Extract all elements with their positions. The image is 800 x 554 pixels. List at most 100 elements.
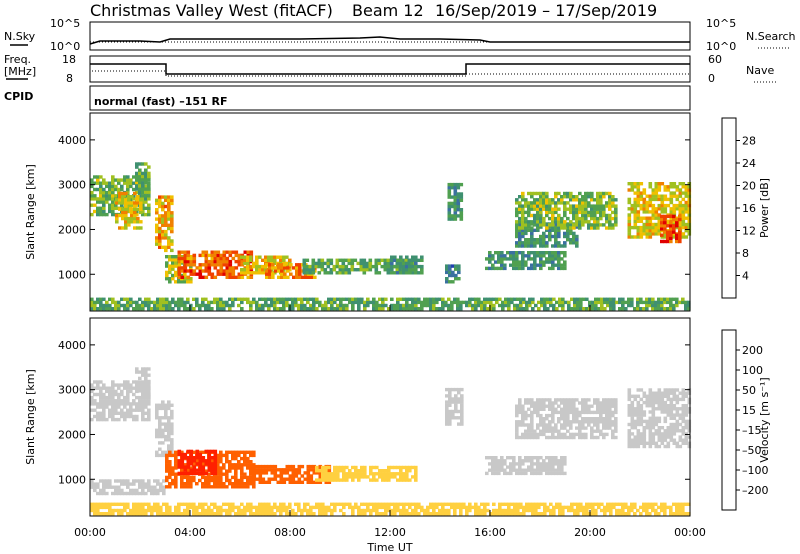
heatmap-cell <box>111 212 115 217</box>
heatmap-cell <box>521 231 525 236</box>
heatmap-cell <box>141 502 145 506</box>
heatmap-cell <box>164 416 168 420</box>
heatmap-cell <box>500 263 504 267</box>
heatmap-cell <box>183 471 188 476</box>
heatmap-cell <box>144 379 148 384</box>
heatmap-cell <box>417 502 421 506</box>
heatmap-cell <box>318 464 323 469</box>
heatmap-cell <box>271 263 275 267</box>
heatmap-cell <box>240 268 244 272</box>
heatmap-cell <box>138 184 142 188</box>
heatmap-cell <box>593 216 597 221</box>
heatmap-cell <box>360 508 364 513</box>
heatmap-cell <box>611 195 615 199</box>
heatmap-cell <box>240 482 244 486</box>
heatmap-cell <box>123 303 127 308</box>
beam-title: Beam 12 <box>352 1 424 20</box>
heatmap-cell <box>521 404 525 408</box>
heatmap-cell <box>261 505 265 510</box>
heatmap-cell <box>608 413 612 418</box>
heatmap-cell <box>530 420 534 424</box>
heatmap-cell <box>602 195 606 199</box>
heatmap-cell <box>654 194 659 198</box>
heatmap-cell <box>530 410 534 415</box>
heatmap-cell <box>536 238 540 242</box>
heatmap-cell <box>153 505 157 510</box>
heatmap-cell <box>255 307 259 311</box>
heatmap-cell <box>669 422 674 427</box>
heatmap-cell <box>642 429 647 433</box>
heatmap-cell <box>657 232 662 236</box>
heatmap-cell <box>494 251 498 255</box>
heatmap-cell <box>265 275 269 279</box>
heatmap-cell <box>600 300 604 305</box>
heatmap-cell <box>441 502 445 506</box>
heatmap-cell <box>684 303 688 308</box>
heatmap-cell <box>276 297 280 301</box>
heatmap-cell <box>451 280 455 284</box>
heatmap-cell <box>585 512 589 516</box>
heatmap-cell <box>551 404 555 408</box>
heatmap-cell <box>118 201 122 205</box>
heatmap-cell <box>174 258 178 262</box>
heatmap-cell <box>666 432 671 436</box>
heatmap-cell <box>451 400 455 404</box>
heatmap-cell <box>150 307 154 311</box>
heatmap-cell <box>291 464 296 469</box>
heatmap-cell <box>642 410 647 414</box>
heatmap-cell <box>459 512 463 516</box>
heatmap-cell <box>563 263 567 267</box>
heatmap-cell <box>633 502 637 506</box>
heatmap-cell <box>459 211 464 215</box>
heatmap-cell <box>636 413 641 417</box>
heatmap-cell <box>225 469 229 473</box>
heatmap-cell <box>555 307 559 311</box>
heatmap-cell <box>231 466 235 470</box>
heatmap-cell <box>627 232 632 236</box>
heatmap-cell <box>453 198 458 202</box>
heatmap-cell <box>474 303 478 308</box>
heatmap-cell <box>684 407 689 411</box>
heatmap-cell <box>90 190 94 195</box>
heatmap-cell <box>177 465 182 469</box>
heatmap-cell <box>687 303 691 308</box>
heatmap-cell <box>542 195 546 199</box>
heatmap-cell <box>198 456 203 460</box>
heatmap-cell <box>660 435 665 439</box>
power-heatmap <box>90 162 692 311</box>
heatmap-cell <box>657 438 662 442</box>
heatmap-cell <box>663 221 667 225</box>
heatmap-cell <box>240 512 244 516</box>
heatmap-cell <box>596 401 600 405</box>
heatmap-cell <box>453 502 457 506</box>
heatmap-cell <box>612 303 616 308</box>
heatmap-cell <box>183 303 187 308</box>
heatmap-cell <box>369 478 373 482</box>
heatmap-cell <box>579 307 583 311</box>
heatmap-cell <box>96 300 100 305</box>
heatmap-cell <box>654 207 659 211</box>
heatmap-cell <box>111 206 115 210</box>
heatmap-cell <box>633 413 638 417</box>
heatmap-cell <box>584 213 588 218</box>
heatmap-cell <box>130 213 134 218</box>
heatmap-cell <box>590 223 594 227</box>
heatmap-cell <box>164 229 168 234</box>
heatmap-cell <box>130 207 134 211</box>
heatmap-cell <box>102 197 106 201</box>
heatmap-cell <box>99 200 103 204</box>
heatmap-cell <box>222 250 227 254</box>
heatmap-cell <box>533 204 537 208</box>
heatmap-cell <box>672 512 676 516</box>
heatmap-cell <box>503 468 507 472</box>
heatmap-cell <box>246 258 250 262</box>
heatmap-cell <box>306 474 311 478</box>
heatmap-cell <box>162 297 166 301</box>
heatmap-cell <box>399 475 403 479</box>
heatmap-cell <box>228 272 233 276</box>
heatmap-cell <box>177 266 182 270</box>
heatmap-cell <box>375 307 379 311</box>
heatmap-cell <box>441 307 445 311</box>
heatmap-cell <box>192 459 197 463</box>
